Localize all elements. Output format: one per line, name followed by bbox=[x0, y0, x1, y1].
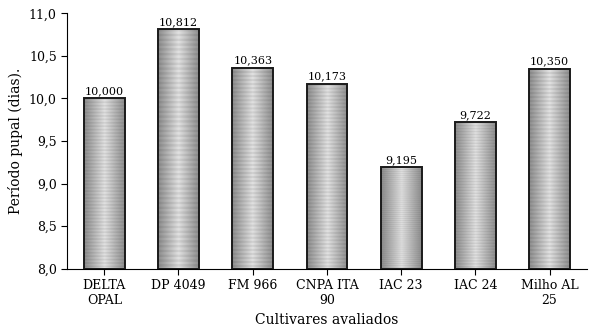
Text: 10,000: 10,000 bbox=[84, 86, 124, 96]
Text: 10,812: 10,812 bbox=[159, 17, 198, 27]
Bar bbox=[232, 68, 273, 269]
Text: 9,195: 9,195 bbox=[385, 155, 417, 165]
Bar bbox=[381, 167, 421, 269]
Bar bbox=[529, 69, 570, 269]
Text: 10,363: 10,363 bbox=[233, 55, 273, 65]
Bar bbox=[158, 29, 199, 269]
X-axis label: Cultivares avaliados: Cultivares avaliados bbox=[255, 313, 399, 327]
Text: 10,173: 10,173 bbox=[308, 72, 346, 82]
Text: 9,722: 9,722 bbox=[459, 110, 491, 120]
Bar bbox=[455, 122, 496, 269]
Bar bbox=[84, 98, 125, 269]
Bar bbox=[306, 84, 347, 269]
Y-axis label: Período pupal (dias).: Período pupal (dias). bbox=[8, 68, 23, 214]
Text: 10,350: 10,350 bbox=[530, 57, 569, 67]
